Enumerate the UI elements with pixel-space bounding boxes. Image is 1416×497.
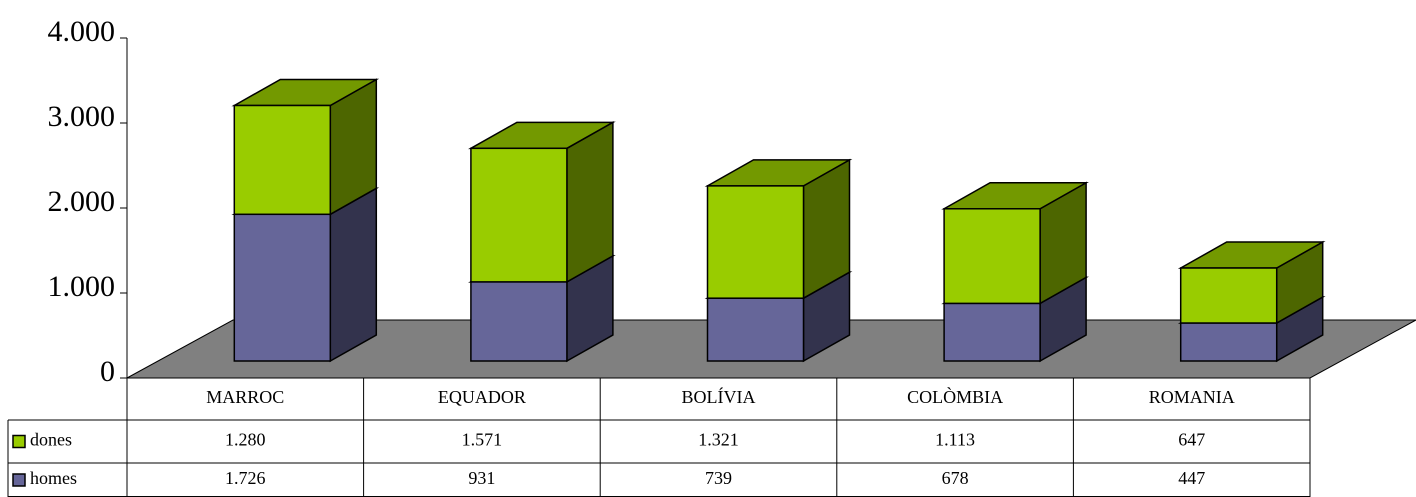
y-tick-label: 2.000 xyxy=(48,185,116,218)
legend-swatch xyxy=(12,473,26,487)
legend-label: dones xyxy=(30,430,72,450)
y-tick-label: 1.000 xyxy=(48,270,116,303)
legend-swatch xyxy=(12,434,26,449)
data-label: 1.280 xyxy=(225,430,266,450)
bar xyxy=(943,208,1041,305)
bar xyxy=(706,185,805,299)
bar xyxy=(943,302,1041,362)
bar-side xyxy=(566,121,614,284)
data-label: 739 xyxy=(705,468,732,488)
x-tick-label: BOLÍVIA xyxy=(682,386,756,407)
bar xyxy=(706,297,805,362)
bar xyxy=(1179,267,1278,324)
data-label: 1.726 xyxy=(225,468,266,488)
x-tick-label: ROMANIA xyxy=(1149,387,1235,407)
bar xyxy=(470,147,568,283)
bar xyxy=(1179,322,1278,362)
data-label: 647 xyxy=(1178,430,1205,450)
x-tick-label: COLÒMBIA xyxy=(907,386,1003,407)
bar xyxy=(233,104,332,216)
y-tick-label: 4.000 xyxy=(48,15,116,48)
data-label: 1.321 xyxy=(698,430,739,450)
bar-side xyxy=(329,187,378,363)
y-tick-label: 0 xyxy=(100,355,115,388)
data-label: 447 xyxy=(1178,468,1205,488)
data-label: 678 xyxy=(942,468,969,488)
x-tick-label: MARROC xyxy=(206,387,284,407)
y-tick-label: 3.000 xyxy=(48,100,116,133)
bar xyxy=(233,213,332,362)
legend-label: homes xyxy=(30,468,77,488)
x-tick-label: EQUADOR xyxy=(438,387,526,407)
data-label: 931 xyxy=(468,468,495,488)
data-label: 1.571 xyxy=(462,430,503,450)
data-label: 1.113 xyxy=(935,430,975,450)
bar xyxy=(470,281,568,362)
